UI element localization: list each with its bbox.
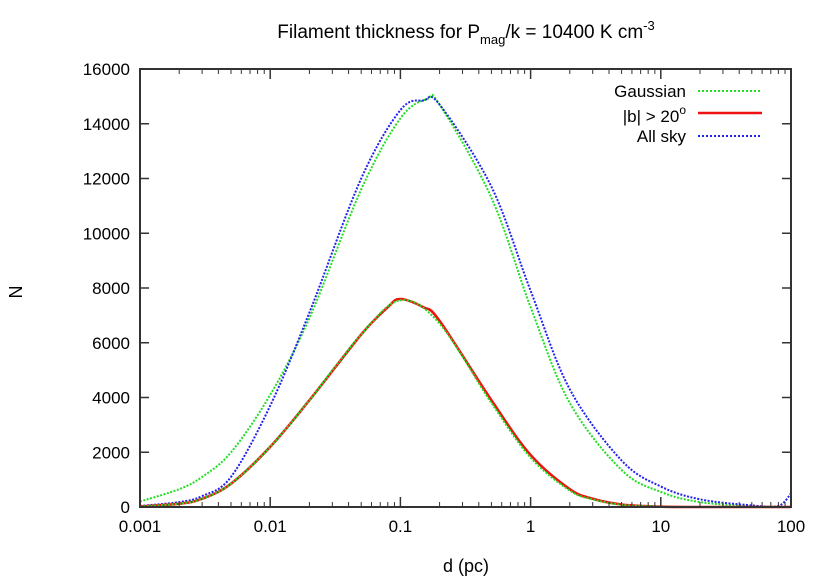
- y-tick-label: 12000: [83, 170, 130, 189]
- y-tick-label: 2000: [92, 443, 130, 462]
- legend-label-all-sky: All sky: [637, 127, 687, 146]
- y-tick-label: 4000: [92, 389, 130, 408]
- legend-label-gaussian: Gaussian: [614, 82, 686, 101]
- y-tick-label: 6000: [92, 334, 130, 353]
- series-line-1: [139, 95, 792, 508]
- y-axis: 0 2000 4000 6000 8000 10000 12000 14000 16000: [83, 60, 791, 517]
- chart-title: Filament thickness for Pmag/k = 10400 K …: [277, 18, 654, 47]
- series-layer: [139, 93, 792, 509]
- legend-label-high-latitude-sup: o: [679, 103, 686, 117]
- chart-title-prefix: Filament thickness for P: [277, 22, 480, 43]
- y-tick-label: 8000: [92, 279, 130, 298]
- x-axis-label: d (pc): [443, 556, 489, 576]
- series-line-2: [139, 297, 792, 509]
- chart-title-sup: -3: [643, 18, 655, 33]
- x-tick-label: 1: [526, 517, 535, 536]
- legend: Gaussian |b| > 20o All sky: [614, 82, 762, 146]
- chart-title-middle: /k = 10400 K cm: [505, 22, 643, 43]
- x-tick-label: 10: [651, 517, 670, 536]
- series-line-3: [139, 299, 792, 509]
- plot-frame: [139, 68, 792, 508]
- x-tick-label: 100: [777, 517, 805, 536]
- y-tick-label: 16000: [83, 60, 130, 79]
- x-axis: 0.001 0.01 0.1 1 10 100: [119, 69, 805, 536]
- series-line-0: [139, 93, 792, 508]
- x-tick-label: 0.01: [254, 517, 287, 536]
- x-tick-label: 0.1: [389, 517, 413, 536]
- x-tick-label: 0.001: [119, 517, 162, 536]
- y-tick-label: 10000: [83, 224, 130, 243]
- y-axis-label: N: [6, 286, 26, 299]
- y-tick-label: 0: [121, 498, 130, 517]
- legend-label-high-latitude-main: |b| > 20: [623, 107, 680, 126]
- chart-title-sub: mag: [480, 32, 505, 47]
- legend-label-high-latitude: |b| > 20o: [623, 103, 687, 126]
- y-tick-label: 14000: [83, 115, 130, 134]
